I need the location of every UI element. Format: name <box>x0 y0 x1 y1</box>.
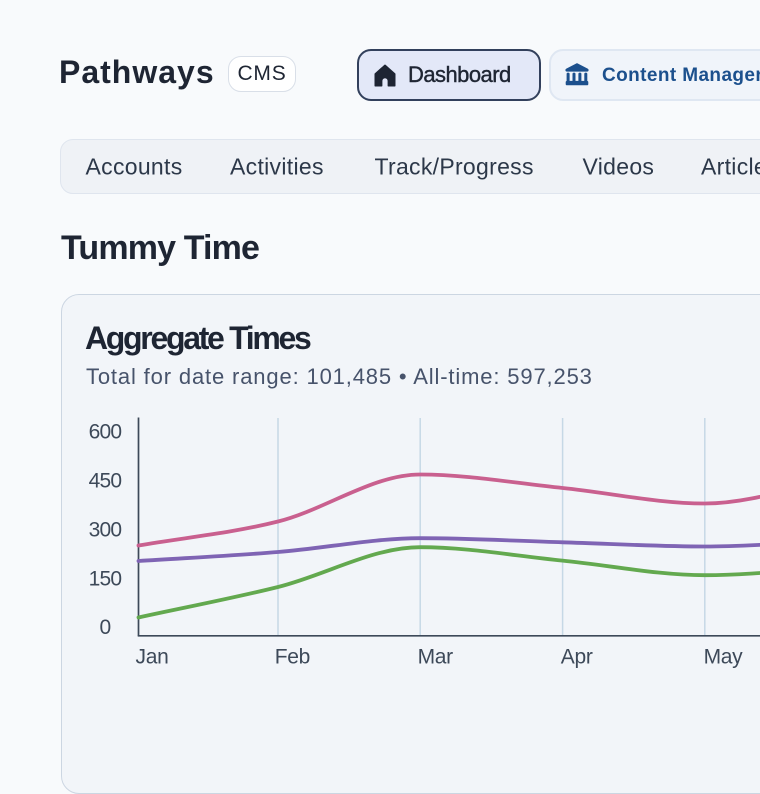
svg-text:0: 0 <box>100 616 111 639</box>
svg-text:300: 300 <box>89 518 122 541</box>
svg-text:600: 600 <box>89 421 122 444</box>
svg-text:450: 450 <box>89 470 122 493</box>
svg-text:Jan: Jan <box>136 646 169 669</box>
svg-text:150: 150 <box>89 567 122 590</box>
svg-text:Apr: Apr <box>561 646 593 669</box>
svg-text:Feb: Feb <box>275 646 310 669</box>
svg-text:Mar: Mar <box>418 646 454 669</box>
svg-text:May: May <box>704 646 744 669</box>
